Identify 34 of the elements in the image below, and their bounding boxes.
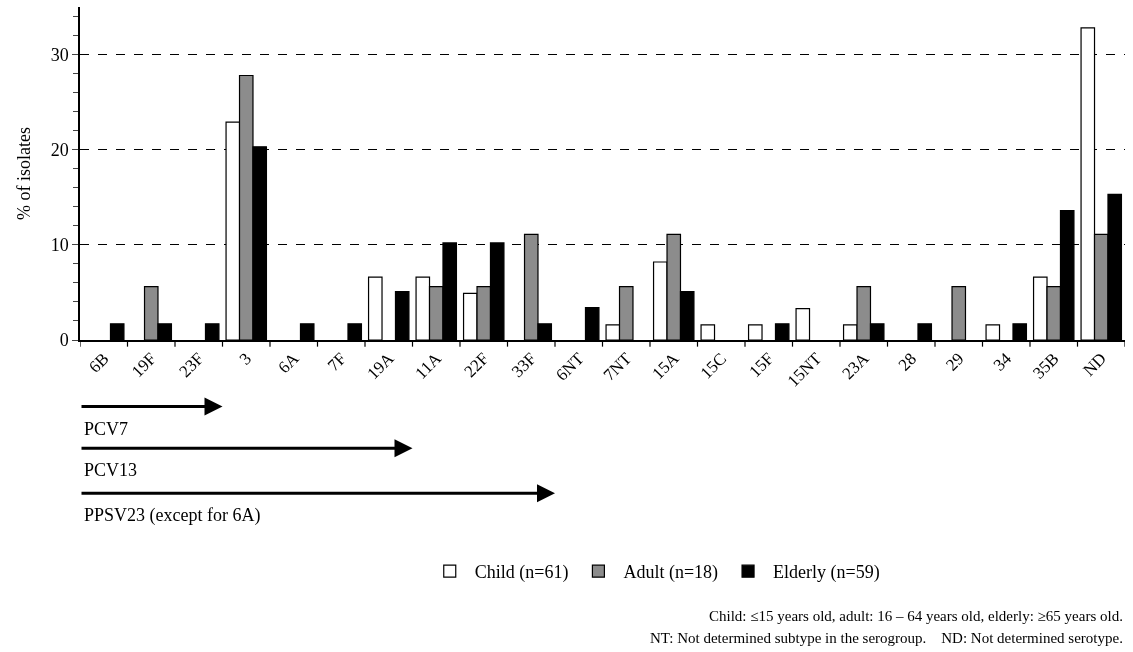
x-tick-label: 23A bbox=[838, 348, 874, 384]
x-tick-label: 11A bbox=[411, 348, 446, 383]
text: PCV7 bbox=[84, 419, 129, 439]
x-tick-label: 34 bbox=[989, 348, 1016, 375]
x-tick-label: 33F bbox=[507, 349, 541, 382]
legend-label: Adult (n=18) bbox=[623, 562, 719, 584]
x-tick-label: 29 bbox=[942, 349, 968, 375]
text: Child: ≤15 years old, adult: 16 – 64 years old, elderly: ≥65 years old. bbox=[709, 608, 1123, 624]
x-tick-label: 22F bbox=[460, 349, 493, 382]
x-tick-label: ND bbox=[1079, 349, 1111, 380]
y-axis-title: % of isolates bbox=[14, 127, 35, 220]
x-tick-label: 23F bbox=[175, 349, 208, 382]
x-tick-label: 35B bbox=[1029, 349, 1063, 383]
x-tick-label: 6NT bbox=[552, 348, 589, 385]
x-tick-label: 15A bbox=[648, 348, 684, 384]
y-tick-label: 0 bbox=[59, 330, 69, 351]
x-tick-label: 28 bbox=[894, 349, 921, 375]
x-tick-label: 7NT bbox=[599, 348, 636, 385]
x-tick-label: 15F bbox=[745, 349, 778, 382]
x-tick-label: 6A bbox=[274, 348, 304, 378]
y-tick-label: 30 bbox=[50, 44, 69, 65]
y-tick-label: 10 bbox=[50, 235, 69, 256]
x-tick-label: 19A bbox=[363, 348, 399, 384]
text: PCV13 bbox=[84, 460, 138, 480]
legend-label: Child (n=61) bbox=[474, 562, 569, 584]
text: NT: Not determined subtype in the serogroup. ND: Not determined serotype. bbox=[650, 630, 1123, 646]
x-tick-label: 6B bbox=[85, 349, 113, 377]
x-tick-label: 3 bbox=[235, 349, 256, 369]
x-tick-label: 15C bbox=[696, 349, 731, 383]
text: PPSV23 (except for 6A) bbox=[84, 505, 261, 526]
legend-label: Elderly (n=59) bbox=[773, 562, 880, 584]
x-tick-label: 7F bbox=[323, 349, 351, 376]
x-tick-label: 19F bbox=[127, 349, 161, 382]
y-tick-label: 20 bbox=[50, 140, 69, 161]
